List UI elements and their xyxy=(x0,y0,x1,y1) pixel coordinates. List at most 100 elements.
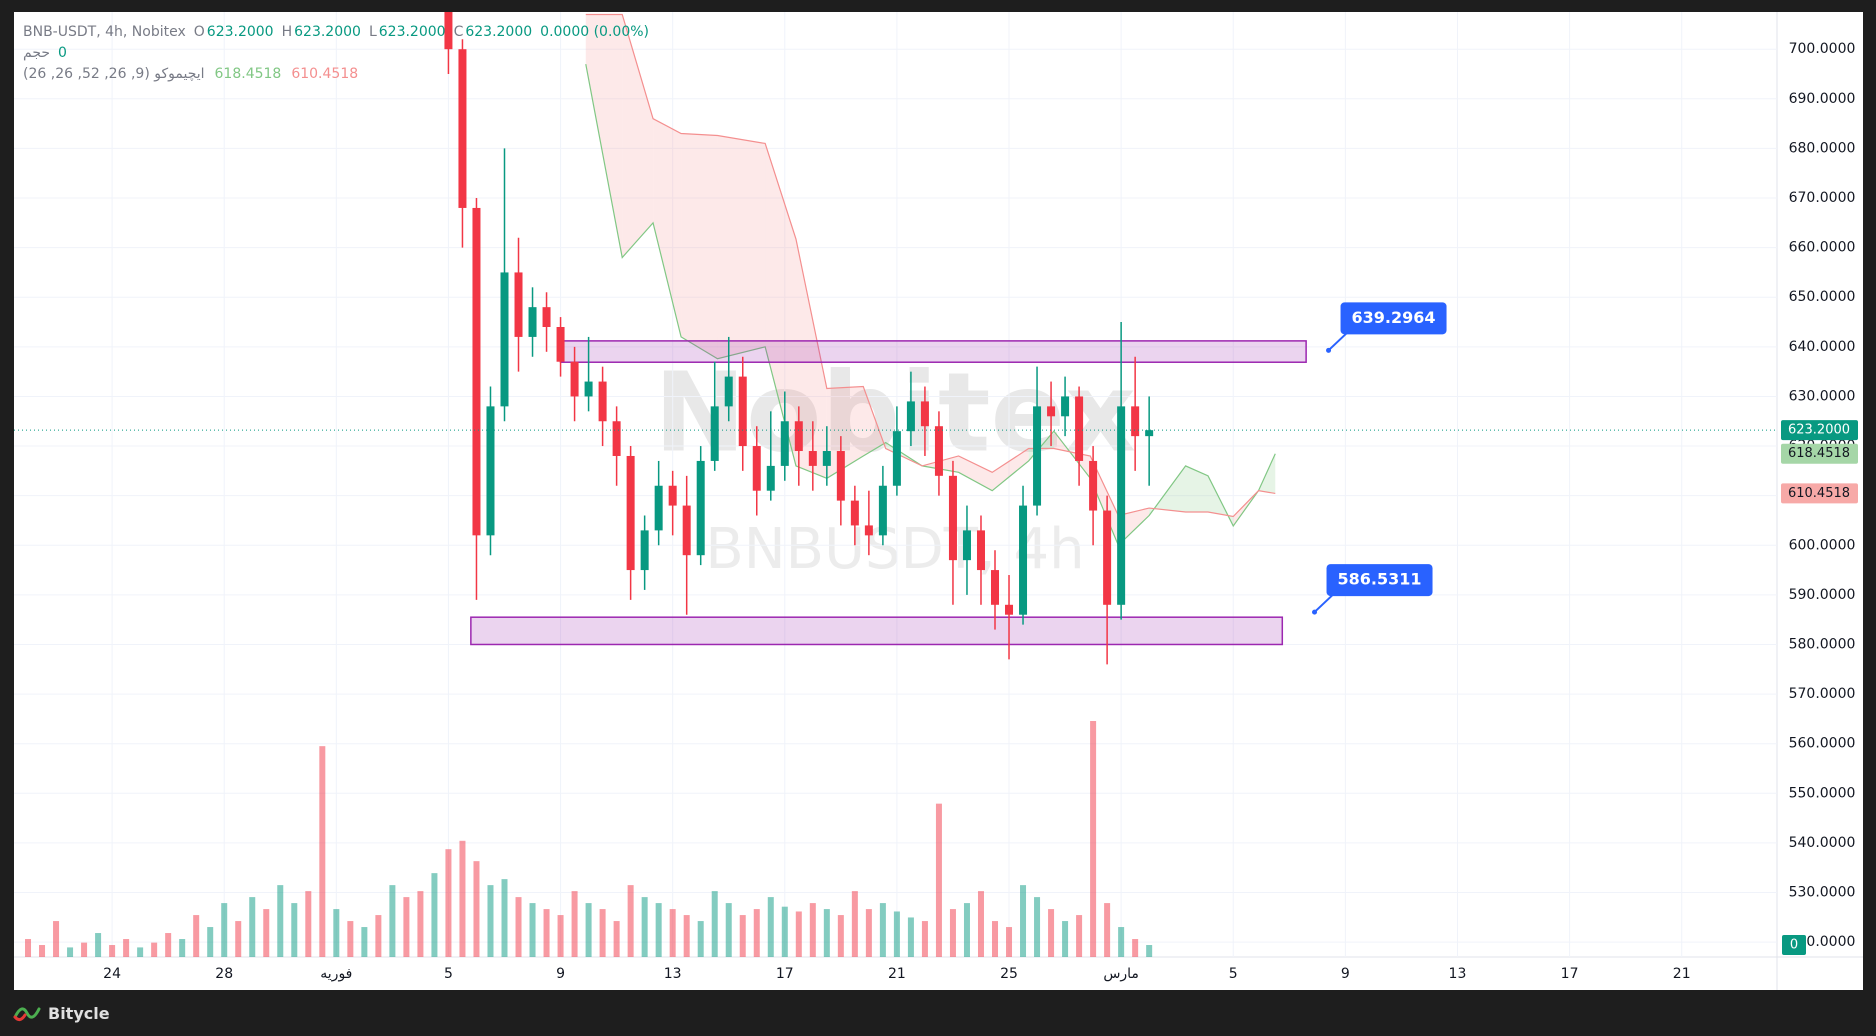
candle-body xyxy=(1033,406,1042,506)
volume-bar xyxy=(949,909,956,957)
volume-bar xyxy=(977,891,984,957)
volume-value: 0 xyxy=(58,45,67,61)
cloud-fill xyxy=(585,14,623,258)
candle-body xyxy=(892,431,901,486)
candle-body xyxy=(808,451,817,466)
volume-bar xyxy=(641,897,648,957)
price-badge xyxy=(1781,420,1858,441)
legend-row: حجم 0 xyxy=(23,43,649,64)
candle-body xyxy=(752,446,761,491)
volume-bar xyxy=(165,933,172,957)
candle-body xyxy=(1019,505,1028,615)
volume-bar xyxy=(515,897,522,957)
volume-bar xyxy=(249,897,256,957)
cloud-fill xyxy=(863,386,886,456)
price-badge-label: 610.4518 xyxy=(1788,486,1850,501)
x-tick-label: 21 xyxy=(888,966,906,982)
volume-bar xyxy=(25,939,32,957)
candle-body xyxy=(906,401,915,432)
volume-bar xyxy=(1090,721,1097,957)
volume-badge-label: 0 xyxy=(1790,938,1798,953)
volume-bar xyxy=(992,921,999,957)
volume-bar xyxy=(1020,885,1027,957)
cloud-line xyxy=(585,13,1276,518)
volume-bar xyxy=(851,891,858,957)
footer: Bitycle xyxy=(0,990,1876,1036)
candle-body xyxy=(584,381,593,397)
price-badge xyxy=(1781,443,1858,464)
callout-pointer xyxy=(1313,594,1334,613)
zone xyxy=(470,616,1284,646)
y-tick-label: 670.0000 xyxy=(1789,190,1856,206)
volume-bar xyxy=(67,947,74,957)
y-tick-label: 700.0000 xyxy=(1789,41,1856,57)
volume-bar xyxy=(1146,945,1153,957)
volume-bar xyxy=(417,891,424,957)
volume-bar xyxy=(235,921,242,957)
cloud-line xyxy=(585,63,1276,547)
y-tick-label: 660.0000 xyxy=(1789,240,1856,256)
ichimoku-label: ایچیموکو (9, 26, 52, 26, 26) xyxy=(23,66,205,82)
x-tick-label: 25 xyxy=(1000,966,1018,982)
candle-body xyxy=(794,421,803,452)
cloud-fill xyxy=(622,14,654,258)
volume-bar xyxy=(319,746,326,957)
volume-bar xyxy=(291,903,298,957)
volume-bar xyxy=(151,942,158,957)
volume-bar xyxy=(557,915,564,957)
x-tick-label: 28 xyxy=(215,966,233,982)
candle-body xyxy=(1117,406,1126,605)
callout-label: 639.2964 xyxy=(1352,308,1436,327)
x-tick-label: 21 xyxy=(1673,966,1691,982)
c-value: 623.2000 xyxy=(465,24,533,40)
volume-badge xyxy=(1782,935,1806,955)
volume-bar xyxy=(305,891,312,957)
x-tick-label: 9 xyxy=(556,966,565,982)
candle-body xyxy=(920,401,929,427)
volume-bar xyxy=(627,885,634,957)
candle-body xyxy=(486,406,495,536)
volume-bar xyxy=(1062,921,1069,957)
callout-box xyxy=(1326,564,1433,597)
h-value: 623.2000 xyxy=(294,24,361,40)
plot xyxy=(25,12,1307,957)
candle-body xyxy=(710,406,719,461)
volume-bar xyxy=(81,942,88,957)
y-tick-label: 530.0000 xyxy=(1789,885,1856,901)
volume-bar xyxy=(389,885,396,957)
callout-label: 586.5311 xyxy=(1338,570,1422,589)
candle-body xyxy=(766,465,775,491)
volume-bar xyxy=(347,921,354,957)
candle-body xyxy=(836,451,845,501)
volume-bar xyxy=(1006,927,1013,957)
y-tick-label: 560.0000 xyxy=(1789,736,1856,752)
cloud-fill xyxy=(717,135,766,359)
footer-brand: Bitycle xyxy=(48,1003,110,1023)
volume-bar xyxy=(809,903,816,957)
x-tick-label: 9 xyxy=(1341,966,1350,982)
candle-body xyxy=(1089,460,1098,511)
volume-bar xyxy=(683,915,690,957)
candle-body xyxy=(1061,396,1070,417)
volume-bar xyxy=(1076,915,1083,957)
x-tick-label: 5 xyxy=(444,966,453,982)
volume-bar xyxy=(333,909,340,957)
candle-body xyxy=(976,530,985,571)
zone xyxy=(559,340,1307,363)
volume-bar xyxy=(179,939,186,957)
volume-bar xyxy=(935,803,942,957)
x-tick-label: 13 xyxy=(1449,966,1467,982)
callout-dot xyxy=(1312,609,1318,615)
span-a-value: 618.4518 xyxy=(214,66,282,82)
candle-body xyxy=(878,485,887,536)
cloud-fill xyxy=(653,118,682,337)
callout-pointer xyxy=(1327,332,1348,352)
volume-bar xyxy=(879,903,886,957)
candle-body xyxy=(822,451,831,466)
candle-body xyxy=(991,570,1000,605)
volume-bar xyxy=(585,903,592,957)
y-tick-label: 640.0000 xyxy=(1789,339,1856,355)
candle-body xyxy=(570,361,579,397)
candle-body xyxy=(612,421,621,456)
